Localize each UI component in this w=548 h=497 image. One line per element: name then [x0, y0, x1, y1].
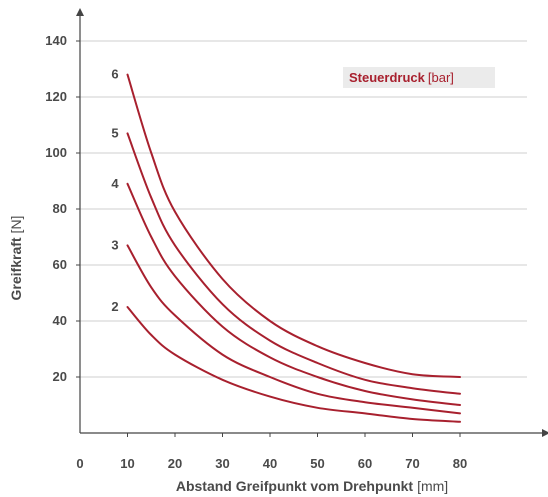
x-axis-title-bold: Abstand Greifpunkt vom Drehpunkt: [176, 478, 414, 494]
x-tick-label: 40: [263, 456, 277, 471]
y-tick-label: 140: [45, 33, 67, 48]
x-ticks: 10 20 30 40 50 60 70 80: [120, 433, 467, 471]
y-tick-label: 120: [45, 89, 67, 104]
y-ticks: 20 40 60 80 100 120 140: [45, 33, 80, 384]
series-label-2: 2: [111, 299, 118, 314]
legend-box: [343, 67, 495, 88]
x-origin-label: 0: [76, 456, 83, 471]
series-line-4: [126, 182, 461, 406]
x-tick-label: 70: [405, 456, 419, 471]
x-tick-label: 80: [453, 456, 467, 471]
x-tick-label: 10: [120, 456, 134, 471]
curves: [126, 73, 461, 423]
x-tick-label: 30: [215, 456, 229, 471]
y-axis-title-unit: [N]: [8, 216, 24, 234]
curve-labels: 2 3 4 5 6: [111, 67, 119, 314]
legend-title: Steuerdruck [bar]: [349, 70, 454, 85]
legend-title-bold: Steuerdruck: [349, 70, 426, 85]
x-tick-label: 60: [358, 456, 372, 471]
y-tick-label: 100: [45, 145, 67, 160]
legend-title-unit: [bar]: [428, 70, 454, 85]
y-tick-label: 20: [53, 369, 67, 384]
y-axis-title-bold: Greifkraft: [8, 237, 24, 300]
x-tick-label: 20: [168, 456, 182, 471]
series-label-3: 3: [111, 237, 118, 252]
series-line-6: [126, 73, 461, 378]
x-axis-title-unit: [mm]: [417, 478, 448, 494]
grid: [80, 40, 527, 378]
x-axis-title: Abstand Greifpunkt vom Drehpunkt [mm]: [176, 478, 448, 494]
series-label-6: 6: [111, 67, 118, 82]
series-line-2: [126, 306, 461, 423]
series-line-5: [126, 132, 461, 395]
legend: Steuerdruck [bar]: [343, 67, 495, 88]
x-tick-label: 50: [310, 456, 324, 471]
series-label-5: 5: [111, 125, 118, 140]
y-tick-label: 40: [53, 313, 67, 328]
y-tick-label: 60: [53, 257, 67, 272]
series-label-4: 4: [111, 176, 119, 191]
series-line-3: [126, 244, 461, 415]
y-axis-title: Greifkraft [N]: [8, 216, 24, 301]
y-tick-label: 80: [53, 201, 67, 216]
